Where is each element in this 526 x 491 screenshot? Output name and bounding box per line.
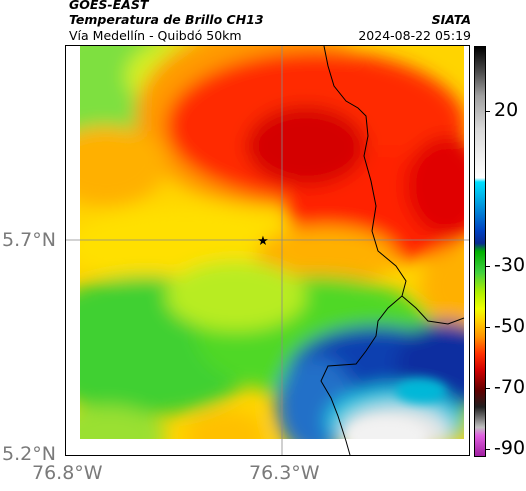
colorbar	[474, 46, 486, 457]
satellite-title: GOES-EAST	[69, 0, 149, 12]
colorbar-label: -70	[494, 376, 526, 398]
colorbar-tick	[485, 327, 490, 328]
colorbar-tick	[485, 449, 490, 450]
boundary-branch	[401, 295, 465, 325]
map-canvas: ★	[66, 46, 469, 455]
colorbar-label: -30	[494, 254, 526, 276]
map-margin-bottom	[66, 439, 469, 455]
boundary-line	[320, 46, 407, 455]
agency-label: SIATA	[431, 12, 471, 27]
colorbar-tick	[485, 266, 490, 267]
lat-tick-1: 5.7°N	[2, 229, 56, 251]
datetime-label: 2024-08-22 05:19	[358, 28, 471, 43]
colorbar-label: -90	[494, 437, 526, 459]
colorbar-label: -50	[494, 315, 526, 337]
map-margin-left	[66, 46, 80, 455]
colorbar-tick	[485, 388, 490, 389]
brightness-temperature-map: ★	[66, 46, 469, 455]
route-subtitle: Vía Medellín - Quibdó 50km	[69, 28, 242, 43]
colorbar-tick	[485, 111, 490, 112]
product-title: Temperatura de Brillo CH13	[69, 12, 264, 27]
lat-tick-2: 5.2°N	[2, 443, 56, 465]
lon-tick-1: 76.8°W	[32, 462, 103, 484]
lon-tick-2: 76.3°W	[249, 462, 320, 484]
map-margin-right	[464, 46, 469, 455]
colorbar-label: 20	[494, 99, 519, 121]
star-icon: ★	[257, 234, 269, 249]
